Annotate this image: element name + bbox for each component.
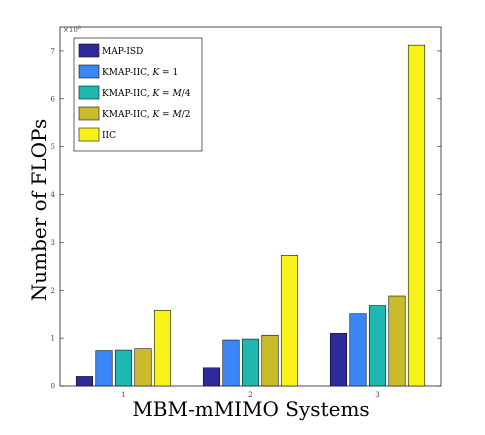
y-tick-label: 2 xyxy=(51,287,55,295)
bar-kmap-iic-k-m-2-2 xyxy=(261,334,279,387)
y-tick-label: 6 xyxy=(51,95,56,103)
bar-kmap-iic-k-m-4-2 xyxy=(241,338,260,387)
legend-swatch xyxy=(78,43,100,58)
legend-label: MAP-ISD xyxy=(102,47,143,57)
x-axis-label: MBM-mMIMO Systems xyxy=(132,397,369,421)
bar-iic-2 xyxy=(280,255,299,387)
bar-kmap-iic-k-1-3 xyxy=(349,313,367,387)
bar-kmap-iic-k-m-2-1 xyxy=(134,348,152,387)
bar-iic-1 xyxy=(153,310,172,387)
legend-swatch xyxy=(78,85,100,100)
legend-swatch xyxy=(78,106,100,121)
y-tick-label: 1 xyxy=(51,335,55,343)
legend-label: KMAP-IIC, K = 1 xyxy=(102,68,178,78)
bar-kmap-iic-k-m-2-3 xyxy=(388,295,406,387)
bar-map-isd-2 xyxy=(202,367,221,387)
bar-kmap-iic-k-1-1 xyxy=(95,350,113,387)
y-tick-label: 3 xyxy=(51,239,55,247)
bar-kmap-iic-k-m-4-3 xyxy=(368,305,387,387)
bar-map-isd-3 xyxy=(329,333,348,387)
legend-label: KMAP-IIC, K = M/2 xyxy=(102,110,190,120)
x-tick-label: 1 xyxy=(121,391,125,399)
bar-iic-3 xyxy=(407,44,426,387)
legend-label: KMAP-IIC, K = M/4 xyxy=(102,89,191,99)
y-tick-label: 4 xyxy=(51,191,56,199)
legend-swatch xyxy=(78,127,100,142)
y-tick-label: 0 xyxy=(51,383,55,391)
bar-map-isd-1 xyxy=(75,376,94,387)
y-axis-label: Number of FLOPs xyxy=(27,119,51,301)
y-tick-label: 5 xyxy=(51,143,55,151)
legend-label: IIC xyxy=(102,131,116,141)
y-tick-label: 7 xyxy=(51,47,55,55)
x-tick-label: 3 xyxy=(375,391,379,399)
legend-swatch xyxy=(78,64,100,79)
x-tick-label: 2 xyxy=(248,391,252,399)
bar-kmap-iic-k-1-2 xyxy=(222,339,240,387)
bar-kmap-iic-k-m-4-1 xyxy=(114,349,133,387)
legend: MAP-ISD KMAP-IIC, K = 1 KMAP-IIC, K = M/4 K… xyxy=(73,37,203,152)
y-multiplier-label: ×106 xyxy=(63,25,81,34)
